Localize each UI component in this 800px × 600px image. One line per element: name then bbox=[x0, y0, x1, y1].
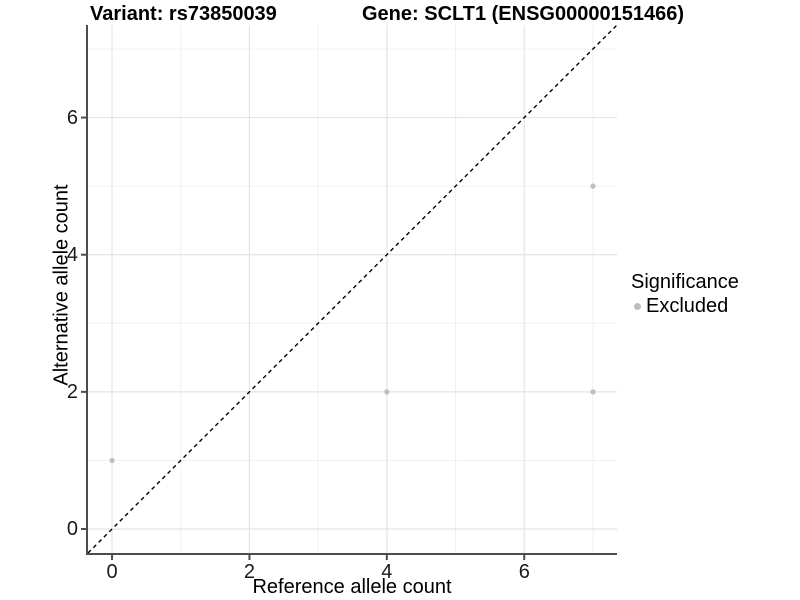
data-point bbox=[590, 389, 596, 395]
data-point bbox=[590, 183, 596, 189]
data-point bbox=[384, 389, 390, 395]
x-axis-title: Reference allele count bbox=[252, 576, 452, 598]
y-tick-label: 4 bbox=[66, 243, 78, 266]
y-axis-title: Alternative allele count bbox=[50, 184, 73, 386]
legend-entry-excluded: Excluded bbox=[631, 296, 739, 316]
y-tick-label: 0 bbox=[66, 518, 78, 540]
x-tick-label: 6 bbox=[518, 561, 530, 583]
legend: Significance Excluded bbox=[631, 271, 739, 316]
legend-entry-label: Excluded bbox=[646, 295, 729, 317]
legend-title: Significance bbox=[631, 271, 739, 293]
x-tick-label: 4 bbox=[381, 561, 393, 583]
plot-title-variant: Variant: rs73850039 bbox=[90, 3, 277, 25]
data-point bbox=[109, 457, 115, 464]
y-tick-label: 2 bbox=[66, 380, 78, 403]
identity-line bbox=[87, 24, 618, 554]
x-tick-label: 2 bbox=[243, 561, 255, 583]
legend-point-swatch bbox=[634, 302, 641, 310]
y-tick-label: 6 bbox=[66, 106, 78, 129]
plot-title-gene: Gene: SCLT1 (ENSG00000151466) bbox=[362, 3, 685, 25]
x-tick-label: 0 bbox=[106, 561, 118, 583]
plot-panel bbox=[81, 24, 618, 560]
